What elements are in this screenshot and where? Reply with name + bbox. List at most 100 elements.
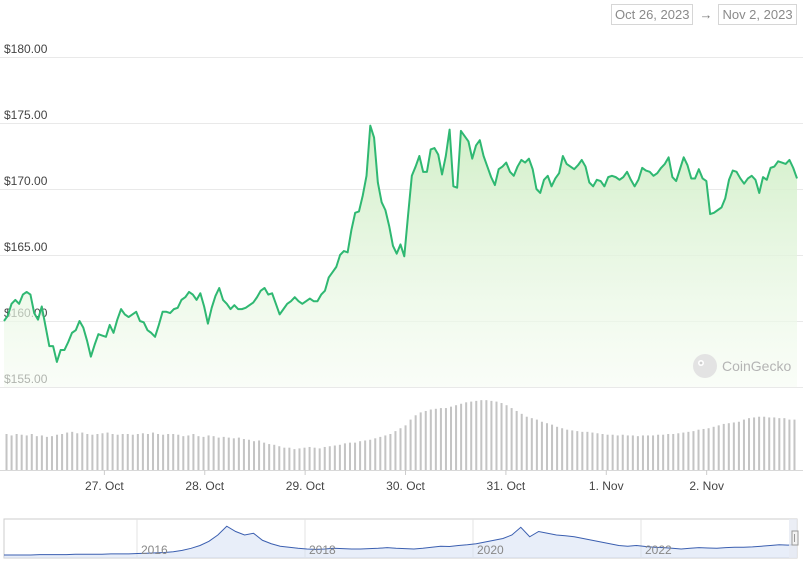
volume-bar: [242, 439, 245, 470]
volume-bar: [227, 437, 230, 470]
volume-bar: [662, 434, 665, 470]
x-tick-label: 29. Oct: [286, 479, 325, 493]
volume-bar: [172, 434, 175, 470]
volume-bar: [742, 419, 745, 470]
x-tick-label: 2. Nov: [689, 479, 724, 493]
navigator-year-label: 2018: [309, 543, 336, 557]
volume-bar: [783, 418, 786, 470]
volume-bar: [273, 444, 276, 470]
volume-bar: [626, 435, 629, 470]
range-to-input[interactable]: Nov 2, 2023: [718, 3, 797, 25]
volume-bar: [308, 446, 311, 470]
x-axis: 27. Oct 28. Oct 29. Oct 30. Oct 31. Oct 1. No…: [0, 470, 803, 493]
navigator-year-label: 2020: [477, 543, 504, 557]
volume-bar: [151, 432, 155, 470]
navigator[interactable]: 2016 2018 2020 2022: [3, 518, 799, 559]
x-tick-label: 1. Nov: [589, 479, 624, 493]
volume-bar: [81, 432, 84, 470]
volume-bar: [394, 431, 397, 470]
volume-bar: [768, 417, 771, 470]
volume-bar: [465, 402, 468, 470]
range-from-input[interactable]: Oct 26, 2023: [611, 3, 694, 25]
volume-bar: [571, 430, 574, 470]
volume-bar: [444, 408, 447, 470]
x-tick-label: 27. Oct: [85, 479, 124, 493]
x-tick-label: 30. Oct: [386, 479, 425, 493]
volume-bar: [737, 421, 740, 470]
y-tick-label: $180.00: [4, 42, 48, 56]
volume-bar: [61, 434, 64, 470]
volume-bar: [490, 400, 493, 470]
volume-bar: [162, 434, 165, 470]
volume-bar: [359, 441, 362, 470]
volume-bar: [40, 435, 43, 470]
volume-bar: [338, 444, 341, 470]
navigator-year-label: 2022: [645, 543, 672, 557]
volume-bar: [702, 428, 705, 470]
volume-bar: [414, 415, 417, 470]
volume-bar: [434, 408, 437, 470]
volume-bar: [86, 434, 89, 470]
volume-bar: [576, 431, 579, 470]
price-line: [3, 124, 798, 363]
volume-bar: [556, 426, 559, 470]
price-area-fill: [4, 125, 797, 387]
volume-bar: [450, 406, 453, 470]
volume-bar: [470, 401, 473, 470]
volume-bar: [328, 446, 331, 470]
y-tick-label: $165.00: [4, 240, 48, 254]
volume-bar: [167, 434, 170, 470]
volume-bar: [682, 432, 685, 470]
volume-bar: [551, 424, 554, 470]
volume-bar: [707, 428, 710, 470]
volume-bar: [121, 434, 124, 470]
volume-bar: [182, 436, 185, 470]
volume-bar: [91, 434, 94, 470]
volume-bar: [525, 416, 528, 470]
volume-bar: [419, 412, 422, 470]
volume-bar: [722, 423, 725, 470]
volume-bar: [515, 410, 518, 470]
volume-bar: [692, 431, 695, 470]
volume-bar: [50, 436, 53, 470]
volume-bar: [540, 421, 543, 470]
volume-bar: [717, 425, 720, 470]
volume-bar: [505, 405, 508, 470]
gecko-logo-icon: [693, 354, 717, 378]
volume-bar: [621, 434, 624, 470]
volume-bar: [15, 434, 18, 470]
volume-bar: [788, 419, 791, 470]
watermark-text: CoinGecko: [722, 358, 791, 374]
volume-bar: [202, 436, 205, 470]
volume-bar: [10, 435, 13, 470]
volume-bar: [313, 447, 316, 470]
volume-bar: [581, 431, 584, 470]
volume-bar: [611, 434, 614, 470]
y-tick-label: $170.00: [4, 174, 48, 188]
volume-bar: [641, 435, 644, 470]
volume-bar: [71, 431, 74, 470]
volume-bar: [500, 403, 503, 470]
volume-bar: [520, 413, 523, 470]
volume-bar: [384, 435, 387, 470]
volume-bar: [424, 410, 427, 470]
volume-bar: [263, 442, 266, 470]
volume-bar: [141, 433, 144, 470]
volume-bar: [591, 432, 594, 470]
volume-bar: [475, 400, 478, 470]
volume-bar: [76, 433, 79, 470]
volume-bar: [298, 448, 301, 470]
coingecko-watermark: CoinGecko: [693, 354, 791, 378]
volume-bar: [66, 432, 69, 470]
volume-bar: [217, 437, 220, 470]
volume-bars: [5, 400, 796, 470]
volume-bar: [333, 445, 336, 470]
volume-bar: [778, 418, 781, 470]
navigator-line: [4, 525, 798, 556]
price-area: [4, 125, 797, 387]
volume-bar: [212, 436, 215, 470]
volume-bar: [187, 435, 190, 470]
volume-bar: [510, 408, 513, 470]
volume-bar: [56, 434, 59, 470]
